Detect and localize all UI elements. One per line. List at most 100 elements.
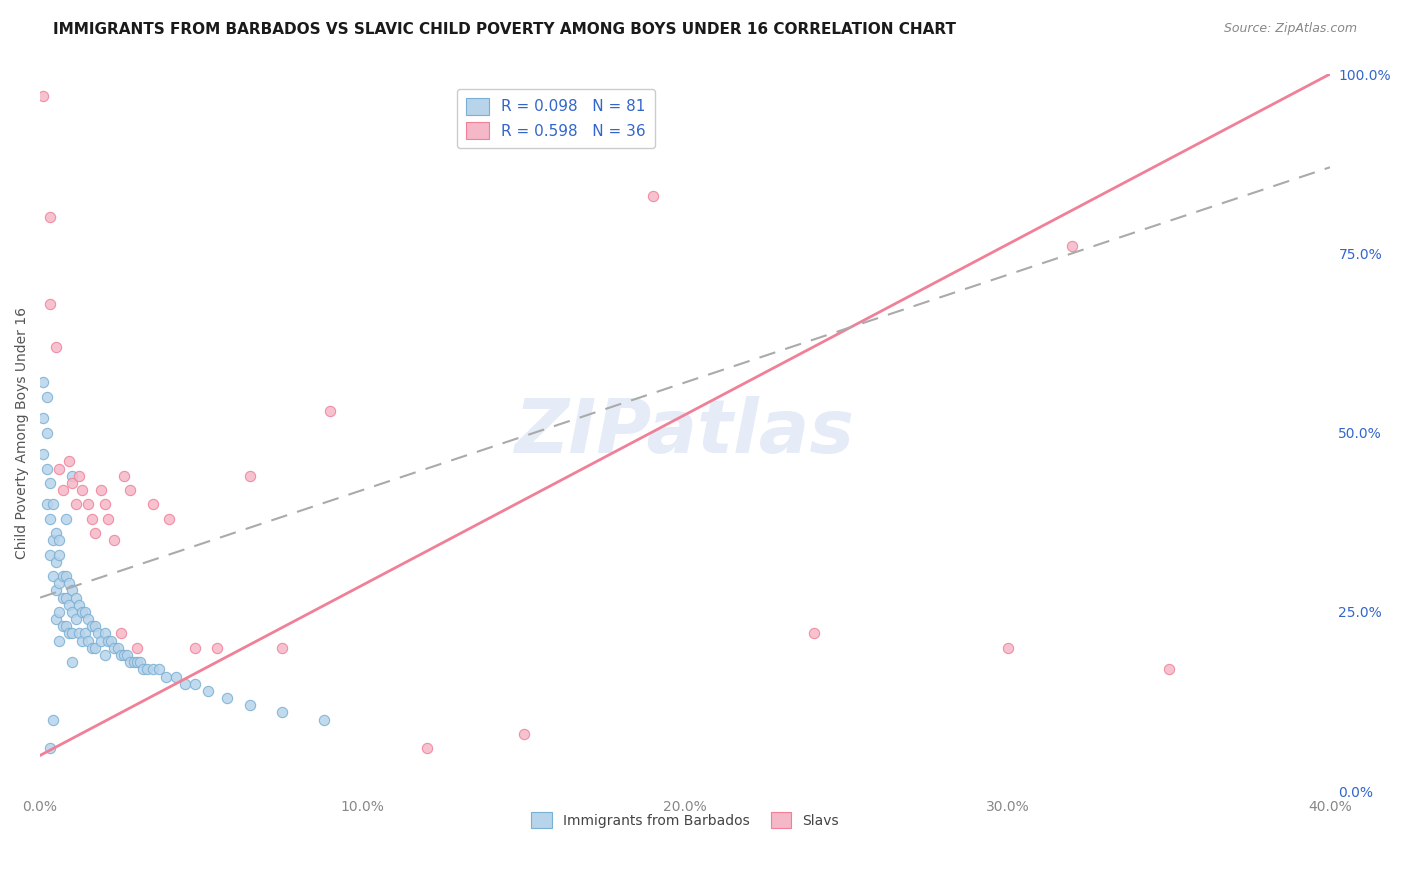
- Point: [65, 591, 87, 605]
- Point: [38, 296, 60, 310]
- Point: [45, 555, 67, 569]
- Point: [184, 640, 207, 655]
- Point: [110, 648, 132, 662]
- Point: [38, 512, 60, 526]
- Point: [75, 626, 97, 640]
- Point: [513, 727, 536, 741]
- Point: [75, 605, 97, 619]
- Point: [416, 741, 439, 756]
- Point: [60, 655, 83, 669]
- Point: [35, 425, 58, 440]
- Point: [35, 497, 58, 511]
- Point: [122, 655, 145, 669]
- Point: [217, 691, 239, 706]
- Point: [32, 376, 55, 390]
- Point: [103, 533, 125, 548]
- Point: [100, 633, 122, 648]
- Point: [67, 468, 90, 483]
- Point: [42, 533, 65, 548]
- Point: [45, 612, 67, 626]
- Point: [38, 741, 60, 756]
- Point: [55, 619, 77, 633]
- Point: [60, 468, 83, 483]
- Point: [165, 669, 187, 683]
- Point: [48, 461, 70, 475]
- Point: [55, 512, 77, 526]
- Point: [84, 619, 107, 633]
- Point: [35, 461, 58, 475]
- Point: [45, 340, 67, 354]
- Point: [77, 497, 100, 511]
- Point: [48, 633, 70, 648]
- Point: [271, 640, 294, 655]
- Point: [103, 640, 125, 655]
- Point: [38, 548, 60, 562]
- Point: [45, 583, 67, 598]
- Point: [58, 598, 80, 612]
- Point: [129, 655, 152, 669]
- Point: [207, 640, 229, 655]
- Point: [38, 211, 60, 225]
- Point: [58, 454, 80, 468]
- Point: [174, 676, 197, 690]
- Point: [90, 483, 112, 497]
- Point: [48, 533, 70, 548]
- Point: [132, 662, 155, 676]
- Point: [35, 390, 58, 404]
- Point: [115, 648, 138, 662]
- Point: [155, 669, 177, 683]
- Point: [32, 88, 55, 103]
- Point: [52, 619, 75, 633]
- Point: [110, 626, 132, 640]
- Point: [157, 512, 180, 526]
- Point: [641, 189, 664, 203]
- Text: ZIPatlas: ZIPatlas: [515, 396, 855, 469]
- Point: [84, 526, 107, 541]
- Point: [97, 512, 120, 526]
- Point: [42, 569, 65, 583]
- Point: [77, 633, 100, 648]
- Point: [184, 676, 207, 690]
- Point: [125, 655, 148, 669]
- Point: [52, 483, 75, 497]
- Point: [93, 497, 115, 511]
- Point: [142, 497, 165, 511]
- Point: [84, 640, 107, 655]
- Point: [38, 475, 60, 490]
- Point: [312, 713, 335, 727]
- Point: [70, 605, 93, 619]
- Point: [112, 648, 135, 662]
- Point: [67, 598, 90, 612]
- Point: [32, 447, 55, 461]
- Point: [148, 662, 170, 676]
- Point: [125, 640, 148, 655]
- Point: [80, 640, 103, 655]
- Point: [60, 626, 83, 640]
- Point: [271, 706, 294, 720]
- Point: [197, 683, 219, 698]
- Point: [120, 655, 142, 669]
- Point: [65, 612, 87, 626]
- Point: [142, 662, 165, 676]
- Point: [80, 512, 103, 526]
- Point: [97, 633, 120, 648]
- Point: [77, 612, 100, 626]
- Point: [90, 633, 112, 648]
- Point: [55, 591, 77, 605]
- Point: [58, 576, 80, 591]
- Point: [120, 483, 142, 497]
- Point: [52, 591, 75, 605]
- Point: [1060, 239, 1083, 253]
- Point: [42, 497, 65, 511]
- Point: [70, 633, 93, 648]
- Point: [1157, 662, 1180, 676]
- Point: [42, 713, 65, 727]
- Point: [48, 605, 70, 619]
- Point: [239, 468, 262, 483]
- Point: [107, 640, 129, 655]
- Point: [135, 662, 157, 676]
- Point: [87, 626, 110, 640]
- Point: [70, 483, 93, 497]
- Point: [60, 475, 83, 490]
- Point: [239, 698, 262, 713]
